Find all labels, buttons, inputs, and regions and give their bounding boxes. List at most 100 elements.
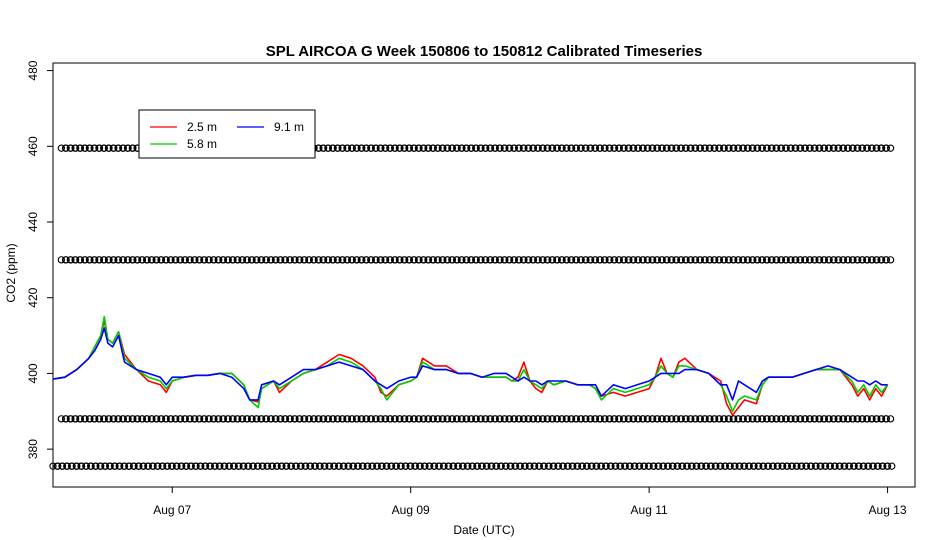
calibration-marker [796, 415, 805, 423]
calibration-marker [558, 415, 566, 423]
calibration-marker [172, 256, 180, 264]
calibration-marker [591, 144, 600, 152]
calibration-marker [601, 256, 609, 264]
calibration-marker [825, 415, 833, 423]
calibration-marker [187, 462, 195, 470]
legend: 2.5 m 5.8 m 9.1 m [138, 109, 316, 159]
calibration-marker [886, 144, 895, 152]
calibration-marker [114, 415, 123, 423]
calibration-marker [449, 462, 458, 470]
calibration-marker [383, 462, 391, 470]
calibration-marker [758, 415, 767, 423]
calibration-marker [496, 144, 504, 152]
calibration-marker [467, 256, 476, 264]
calibration-marker [229, 256, 237, 264]
calibration-marker [583, 462, 591, 470]
calibration-marker [482, 256, 490, 264]
calibration-marker [868, 256, 876, 264]
calibration-marker [120, 462, 129, 470]
calibration-marker [157, 256, 166, 264]
calibration-marker [367, 144, 375, 152]
calibration-marker [464, 462, 472, 470]
calibration-marker [443, 415, 452, 423]
x-tick-label: Aug 13 [869, 503, 907, 517]
calibration-marker [286, 415, 294, 423]
calibration-marker [201, 462, 210, 470]
calibration-marker [362, 256, 371, 264]
calibration-marker [882, 144, 891, 152]
calibration-marker [635, 462, 644, 470]
calibration-marker [855, 462, 863, 470]
calibration-marker [248, 415, 256, 423]
calibration-marker [181, 415, 189, 423]
calibration-marker [420, 415, 428, 423]
calibration-marker [712, 462, 720, 470]
calibration-marker [401, 256, 409, 264]
calibration-marker [415, 144, 423, 152]
calibration-marker [688, 462, 696, 470]
calibration-marker [124, 415, 132, 423]
calibration-marker [429, 144, 437, 152]
calibration-marker [831, 462, 839, 470]
calibration-marker [439, 415, 447, 423]
calibration-marker [540, 462, 548, 470]
calibration-marker [682, 144, 690, 152]
calibration-marker [206, 462, 215, 470]
y-tick-label: 420 [26, 287, 40, 307]
legend-label-5-8m: 5.8 m [187, 137, 217, 151]
calibration-marker [116, 462, 124, 470]
calibration-marker [324, 256, 333, 264]
calibration-marker [572, 415, 581, 423]
calibration-marker [257, 415, 266, 423]
calibration-marker [110, 256, 118, 264]
calibration-marker [869, 462, 877, 470]
calibration-marker [582, 256, 590, 264]
calibration-marker [267, 256, 275, 264]
calibration-marker [663, 415, 671, 423]
calibration-marker [291, 415, 299, 423]
calibration-marker [616, 462, 625, 470]
calibration-marker [488, 462, 496, 470]
series-lines [52, 315, 889, 416]
calibration-marker [683, 462, 691, 470]
calibration-marker [835, 256, 843, 264]
calibration-marker [162, 415, 170, 423]
calibration-marker [172, 415, 180, 423]
calibration-marker [639, 256, 647, 264]
calibration-marker [91, 144, 99, 152]
calibration-marker [281, 256, 290, 264]
calibration-marker [482, 144, 490, 152]
calibration-marker [739, 256, 747, 264]
calibration-marker [483, 462, 491, 470]
calibration-marker [324, 144, 333, 152]
calibration-marker [601, 144, 609, 152]
calibration-marker [650, 462, 658, 470]
calibration-marker [434, 415, 442, 423]
calibration-marker [774, 462, 782, 470]
calibration-marker [105, 256, 113, 264]
calibration-marker [439, 256, 447, 264]
calibration-marker [763, 144, 771, 152]
calibration-marker [591, 256, 600, 264]
calibration-marker [677, 415, 685, 423]
calibration-marker [554, 462, 563, 470]
calibration-marker [515, 256, 523, 264]
calibration-marker [691, 415, 700, 423]
calibration-marker [77, 462, 86, 470]
calibration-marker [448, 144, 457, 152]
calibration-marker [521, 462, 529, 470]
calibration-marker [672, 415, 681, 423]
calibration-marker [396, 144, 404, 152]
calibration-marker [730, 256, 738, 264]
calibration-marker [243, 256, 251, 264]
calibration-marker [224, 415, 232, 423]
calibration-marker [687, 144, 695, 152]
calibration-marker [664, 462, 672, 470]
calibration-marker [505, 415, 514, 423]
calibration-marker [768, 144, 776, 152]
y-tick-label: 460 [26, 136, 40, 156]
calibration-marker [879, 462, 887, 470]
calibration-marker [472, 256, 480, 264]
calibration-marker [815, 415, 824, 423]
calibration-marker [602, 462, 610, 470]
